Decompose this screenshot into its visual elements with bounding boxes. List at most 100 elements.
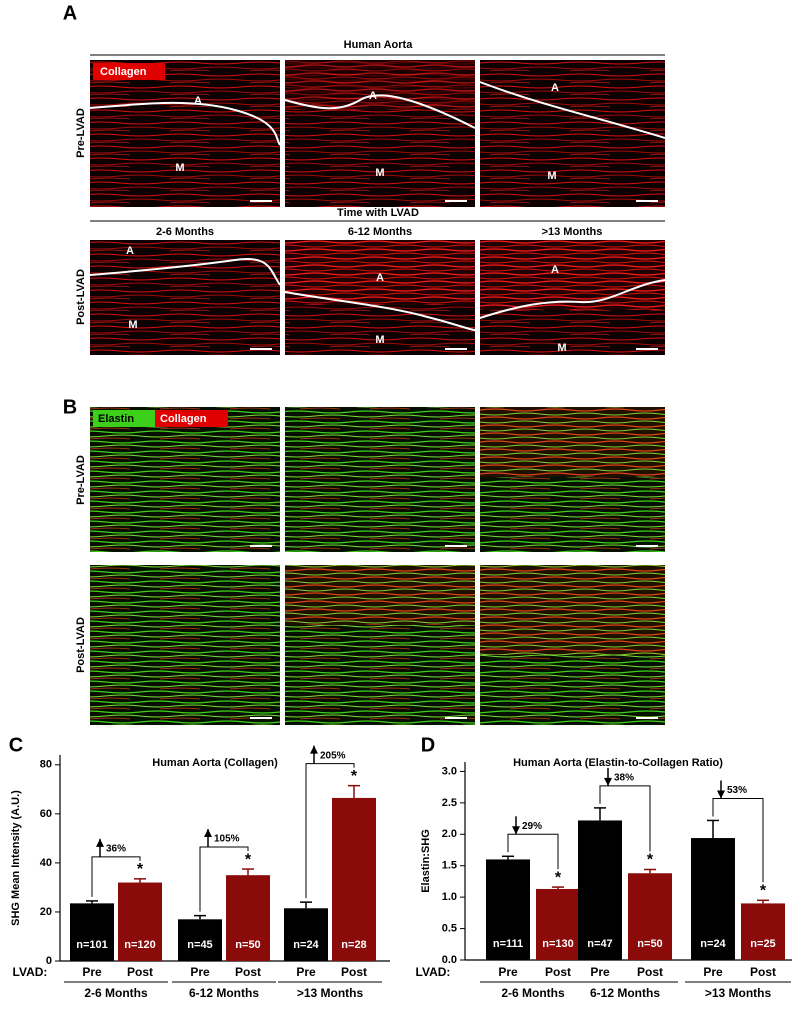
- change-label: 53%: [727, 785, 747, 796]
- region-label: A: [369, 90, 377, 102]
- micrograph: [480, 240, 665, 310]
- boundary: [284, 94, 476, 129]
- bar: [226, 875, 270, 961]
- significance: *: [647, 852, 654, 869]
- bar: [178, 919, 222, 961]
- micrograph: [285, 407, 475, 552]
- boundary: [479, 81, 666, 139]
- bar: [691, 838, 735, 960]
- micrograph: [90, 407, 280, 552]
- significance: *: [245, 851, 252, 868]
- n-label: n=24: [293, 939, 319, 951]
- bar: [284, 908, 328, 961]
- x-prefix: LVAD:: [416, 965, 451, 979]
- bar: [486, 859, 530, 960]
- x-tick-label: Pre: [498, 965, 518, 979]
- legend-box: [155, 410, 228, 427]
- group-label: 2-6 Months: [501, 986, 565, 1000]
- micrograph: [90, 565, 280, 725]
- bracket: [599, 785, 651, 852]
- n-label: n=111: [493, 938, 523, 950]
- bar: [536, 888, 580, 960]
- change-arrowhead: [717, 790, 725, 799]
- legend-label: Collagen: [160, 413, 207, 425]
- legend-box: [93, 63, 165, 80]
- panel-letter: C: [9, 734, 23, 756]
- change-arrowhead: [604, 777, 612, 786]
- micrograph: [90, 240, 280, 355]
- legend-label: Elastin: [98, 413, 134, 425]
- change-arrowhead: [310, 745, 318, 754]
- x-tick-label: Pre: [296, 965, 316, 979]
- significance: *: [137, 861, 144, 878]
- n-label: n=24: [700, 938, 726, 950]
- significance: *: [760, 883, 767, 900]
- change-label: 205%: [320, 750, 346, 761]
- images-b: [90, 407, 665, 725]
- micrograph: [285, 240, 475, 305]
- bar: [332, 797, 376, 961]
- micrograph: [480, 565, 665, 655]
- y-tick-label: 1.5: [442, 860, 457, 872]
- x-tick-label: Post: [637, 965, 663, 979]
- x-tick-label: Pre: [190, 965, 210, 979]
- region-label: A: [126, 245, 134, 257]
- y-tick-label: 1.0: [442, 891, 457, 903]
- chart-title: Human Aorta (Elastin-to-Collagen Ratio): [513, 757, 723, 769]
- chart-title: Human Aorta (Collagen): [152, 757, 278, 769]
- bracket: [305, 763, 355, 899]
- n-label: n=50: [235, 939, 260, 951]
- y-axis-label: Elastin:SHG: [420, 829, 432, 893]
- n-label: n=130: [542, 938, 574, 950]
- change-label: 29%: [522, 821, 542, 832]
- images-a: [89, 60, 666, 355]
- change-label: 38%: [614, 773, 634, 784]
- change-label: 36%: [106, 843, 126, 854]
- y-tick-label: 2.5: [442, 797, 457, 809]
- header: Time with LVAD: [337, 207, 419, 219]
- boundary: [284, 291, 476, 331]
- n-label: n=120: [124, 939, 156, 951]
- bar: [118, 882, 162, 961]
- y-tick-label: 20: [40, 906, 52, 918]
- micrograph: [90, 60, 280, 207]
- region-label: M: [557, 342, 566, 354]
- bracket: [507, 833, 559, 870]
- micrograph: [285, 565, 475, 625]
- significance: *: [351, 768, 358, 785]
- change-arrowhead: [512, 826, 520, 835]
- y-tick-label: 0.0: [442, 954, 457, 966]
- n-label: n=45: [187, 939, 212, 951]
- y-tick-label: 3.0: [442, 765, 457, 777]
- y-tick-label: 40: [40, 857, 52, 869]
- change-arrowhead: [96, 838, 104, 847]
- row-label: Post-LVAD: [75, 269, 87, 325]
- bar: [741, 903, 785, 960]
- region-label: M: [175, 162, 184, 174]
- region-label: M: [375, 167, 384, 179]
- y-tick-label: 0: [46, 955, 52, 967]
- column-label: 6-12 Months: [348, 226, 412, 238]
- group-label: 2-6 Months: [84, 986, 148, 1000]
- n-label: n=25: [750, 938, 775, 950]
- y-tick-label: 60: [40, 808, 52, 820]
- column-label: >13 Months: [542, 226, 603, 238]
- row-label: Pre-LVAD: [75, 108, 87, 158]
- n-label: n=28: [341, 939, 366, 951]
- region-label: M: [128, 319, 137, 331]
- y-axis-label: SHG Mean Intensity (A.U.): [10, 790, 22, 926]
- group-label: 6-12 Months: [189, 986, 259, 1000]
- region-label: A: [551, 264, 559, 276]
- boundary: [89, 258, 281, 286]
- group-label: >13 Months: [705, 986, 772, 1000]
- region-label: A: [376, 272, 384, 284]
- panel-letter: D: [421, 734, 435, 756]
- region-label: A: [194, 95, 202, 107]
- x-tick-label: Post: [341, 965, 367, 979]
- panel-letter: B: [63, 396, 77, 418]
- x-tick-label: Post: [127, 965, 153, 979]
- y-tick-label: 80: [40, 759, 52, 771]
- bracket: [91, 856, 141, 897]
- x-tick-label: Pre: [590, 965, 610, 979]
